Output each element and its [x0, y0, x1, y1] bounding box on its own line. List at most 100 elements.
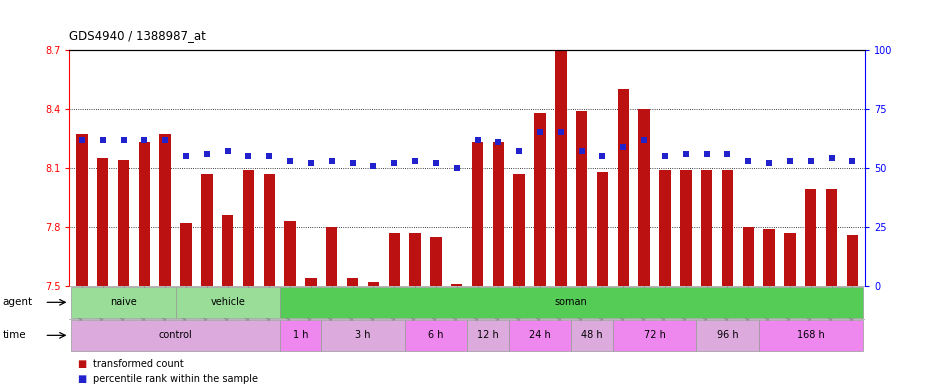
Bar — [638, 109, 650, 286]
Bar — [826, 189, 837, 286]
Point — [824, 156, 839, 162]
Point — [658, 153, 672, 159]
Text: transformed count: transformed count — [93, 359, 184, 369]
Text: ■: ■ — [78, 374, 87, 384]
Bar — [97, 158, 108, 286]
Point — [137, 136, 152, 142]
Bar — [576, 111, 587, 286]
Bar — [701, 170, 712, 286]
Point — [553, 129, 568, 136]
Bar — [784, 233, 796, 286]
Point — [345, 160, 360, 166]
Bar — [368, 282, 379, 286]
Bar — [71, 320, 279, 351]
Point — [95, 136, 110, 142]
Bar — [326, 227, 338, 286]
Bar — [201, 174, 213, 286]
Text: 48 h: 48 h — [581, 330, 603, 340]
Bar — [71, 287, 176, 318]
Point — [741, 158, 756, 164]
Text: GDS4940 / 1388987_at: GDS4940 / 1388987_at — [69, 29, 206, 42]
Bar — [758, 320, 863, 351]
Bar — [242, 170, 254, 286]
Text: time: time — [3, 330, 26, 340]
Text: 24 h: 24 h — [529, 330, 551, 340]
Bar — [264, 174, 275, 286]
Bar — [305, 278, 316, 286]
Text: 96 h: 96 h — [717, 330, 738, 340]
Point — [491, 139, 506, 145]
Point — [616, 144, 631, 150]
Point — [366, 162, 381, 169]
Text: percentile rank within the sample: percentile rank within the sample — [93, 374, 258, 384]
Bar — [388, 233, 400, 286]
Text: 3 h: 3 h — [355, 330, 371, 340]
Point — [408, 158, 423, 164]
Text: agent: agent — [3, 297, 33, 307]
Point — [262, 153, 277, 159]
Point — [117, 136, 131, 142]
Bar — [513, 174, 524, 286]
Bar — [159, 134, 171, 286]
Bar — [660, 170, 671, 286]
Point — [158, 136, 173, 142]
Bar — [347, 278, 358, 286]
Point — [699, 151, 714, 157]
Point — [179, 153, 193, 159]
Bar — [535, 113, 546, 286]
Text: 72 h: 72 h — [644, 330, 665, 340]
Point — [303, 160, 318, 166]
Text: 168 h: 168 h — [796, 330, 824, 340]
Point — [200, 151, 215, 157]
Bar — [467, 320, 509, 351]
Bar — [117, 160, 130, 286]
Bar — [697, 320, 758, 351]
Point — [283, 158, 298, 164]
Point — [803, 158, 818, 164]
Point — [720, 151, 734, 157]
Bar — [410, 233, 421, 286]
Bar — [284, 221, 296, 286]
Point — [428, 160, 443, 166]
Point — [574, 148, 589, 154]
Text: soman: soman — [555, 297, 587, 307]
Bar — [722, 170, 734, 286]
Point — [636, 136, 651, 142]
Point — [595, 153, 610, 159]
Point — [761, 160, 776, 166]
Bar — [572, 320, 613, 351]
Point — [75, 136, 90, 142]
Point — [325, 158, 339, 164]
Bar — [180, 223, 191, 286]
Bar — [222, 215, 233, 286]
Text: vehicle: vehicle — [210, 297, 245, 307]
Bar — [555, 50, 566, 286]
Point — [845, 158, 859, 164]
Bar — [279, 287, 863, 318]
Bar — [763, 229, 775, 286]
Bar — [805, 189, 817, 286]
Text: 6 h: 6 h — [428, 330, 444, 340]
Text: 1 h: 1 h — [293, 330, 308, 340]
Bar — [139, 142, 150, 286]
Bar — [430, 237, 441, 286]
Point — [470, 136, 485, 142]
Bar — [680, 170, 692, 286]
Bar — [451, 284, 462, 286]
Bar — [846, 235, 858, 286]
Point — [512, 148, 526, 154]
Bar — [472, 142, 483, 286]
Bar — [509, 320, 572, 351]
Bar — [743, 227, 754, 286]
Point — [241, 153, 256, 159]
Text: control: control — [159, 330, 192, 340]
Point — [678, 151, 693, 157]
Bar — [613, 320, 697, 351]
Point — [220, 148, 235, 154]
Text: 12 h: 12 h — [477, 330, 499, 340]
Text: ■: ■ — [78, 359, 87, 369]
Bar — [321, 320, 404, 351]
Point — [783, 158, 797, 164]
Point — [450, 165, 464, 171]
Bar — [176, 287, 279, 318]
